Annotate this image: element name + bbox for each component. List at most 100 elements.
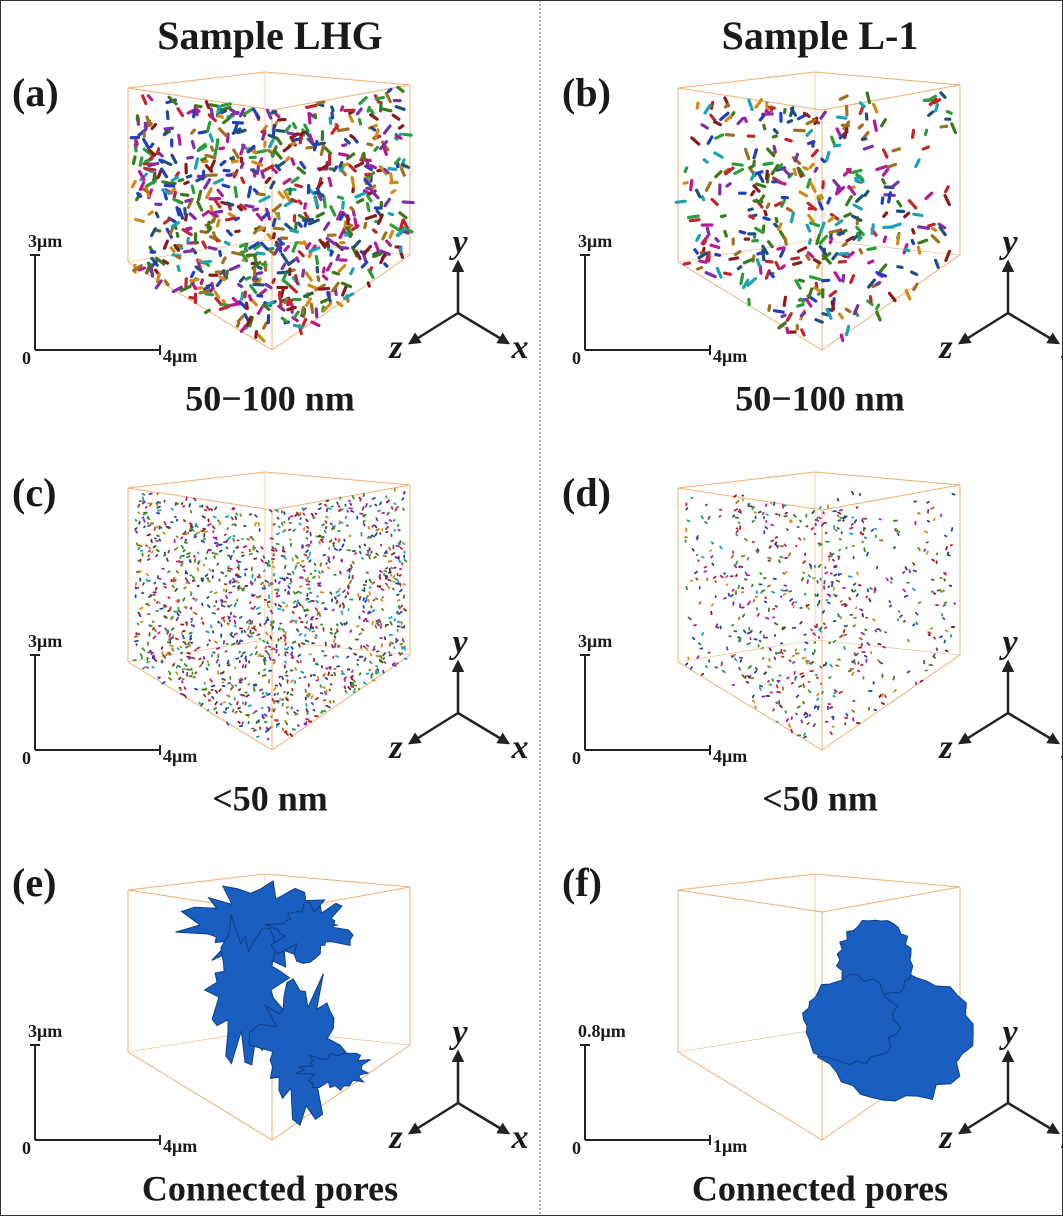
pore bbox=[862, 633, 864, 635]
pore bbox=[948, 555, 950, 556]
pore bbox=[268, 605, 269, 608]
pore bbox=[768, 149, 774, 155]
pore bbox=[262, 171, 264, 177]
pore bbox=[231, 635, 233, 637]
pore bbox=[364, 255, 366, 261]
pore bbox=[150, 523, 151, 525]
pore bbox=[714, 577, 716, 579]
pore bbox=[378, 586, 381, 587]
pore bbox=[190, 636, 191, 639]
pore bbox=[741, 566, 743, 567]
pore bbox=[936, 105, 938, 111]
pore bbox=[803, 684, 804, 687]
cube-edge bbox=[678, 472, 815, 488]
pore bbox=[277, 138, 281, 143]
pore bbox=[768, 558, 770, 559]
pore bbox=[212, 697, 213, 699]
pore bbox=[844, 646, 845, 649]
pore bbox=[232, 517, 233, 519]
pore bbox=[399, 560, 400, 562]
pore bbox=[875, 630, 876, 631]
pore bbox=[369, 549, 370, 550]
pore bbox=[270, 636, 271, 638]
pore bbox=[807, 723, 809, 724]
pore bbox=[230, 557, 231, 559]
pore bbox=[836, 530, 837, 531]
pore bbox=[259, 596, 260, 597]
pore bbox=[273, 660, 274, 661]
pore bbox=[947, 112, 951, 114]
pore bbox=[192, 529, 194, 531]
pore bbox=[844, 635, 846, 636]
pore bbox=[786, 513, 787, 514]
pore bbox=[941, 126, 947, 127]
pore bbox=[345, 596, 346, 597]
pore bbox=[752, 191, 754, 194]
cube-edge bbox=[815, 874, 960, 887]
pore bbox=[781, 590, 783, 591]
pore bbox=[322, 571, 323, 572]
pore bbox=[298, 725, 299, 726]
pore bbox=[396, 583, 399, 584]
pore bbox=[211, 289, 213, 292]
pore bbox=[206, 631, 208, 632]
pore bbox=[766, 111, 770, 114]
pore bbox=[760, 266, 761, 273]
pore bbox=[230, 620, 231, 621]
pore bbox=[802, 330, 804, 335]
pore bbox=[277, 693, 278, 694]
pore bbox=[221, 600, 222, 601]
column-title: Sample LHG bbox=[157, 13, 383, 58]
pore bbox=[776, 545, 777, 546]
pore bbox=[319, 542, 320, 544]
pore bbox=[749, 100, 752, 109]
pore bbox=[271, 182, 274, 188]
pore bbox=[332, 113, 333, 118]
pore bbox=[821, 684, 822, 685]
panel: (a)3μm04μmyzx50−100 nm bbox=[12, 70, 529, 418]
pore bbox=[221, 572, 223, 573]
pore bbox=[787, 314, 791, 321]
pore bbox=[702, 516, 703, 518]
pore bbox=[306, 519, 308, 521]
pore bbox=[332, 645, 333, 646]
pore bbox=[802, 658, 805, 659]
pore bbox=[209, 569, 211, 571]
pore bbox=[853, 718, 854, 720]
pore bbox=[337, 502, 338, 504]
pore bbox=[140, 608, 142, 609]
pore bbox=[327, 706, 329, 707]
pore bbox=[162, 662, 163, 663]
pore bbox=[282, 677, 283, 679]
pore bbox=[789, 591, 791, 592]
pore bbox=[905, 567, 906, 570]
pore bbox=[288, 300, 290, 304]
pore bbox=[862, 521, 863, 522]
axis-arrow bbox=[960, 313, 1008, 343]
pore bbox=[797, 696, 799, 698]
axis-arrow bbox=[410, 1103, 458, 1133]
pore bbox=[857, 572, 858, 574]
pore bbox=[250, 554, 252, 555]
pore bbox=[883, 647, 885, 648]
pore bbox=[175, 548, 177, 550]
pore bbox=[825, 572, 827, 573]
pore bbox=[788, 121, 791, 122]
pore bbox=[274, 574, 275, 576]
pore bbox=[233, 253, 241, 255]
pore bbox=[365, 223, 366, 227]
pore bbox=[335, 636, 336, 637]
pore bbox=[778, 224, 781, 229]
cube-edge bbox=[265, 472, 410, 485]
pore bbox=[781, 596, 782, 597]
scale-label-y: 3μm bbox=[28, 1021, 62, 1041]
pore bbox=[693, 638, 695, 639]
pore bbox=[285, 247, 288, 251]
pore bbox=[822, 159, 824, 162]
pore bbox=[378, 510, 380, 511]
pore bbox=[800, 673, 803, 674]
pore bbox=[894, 547, 895, 548]
pore bbox=[259, 279, 260, 283]
pore bbox=[734, 565, 736, 567]
